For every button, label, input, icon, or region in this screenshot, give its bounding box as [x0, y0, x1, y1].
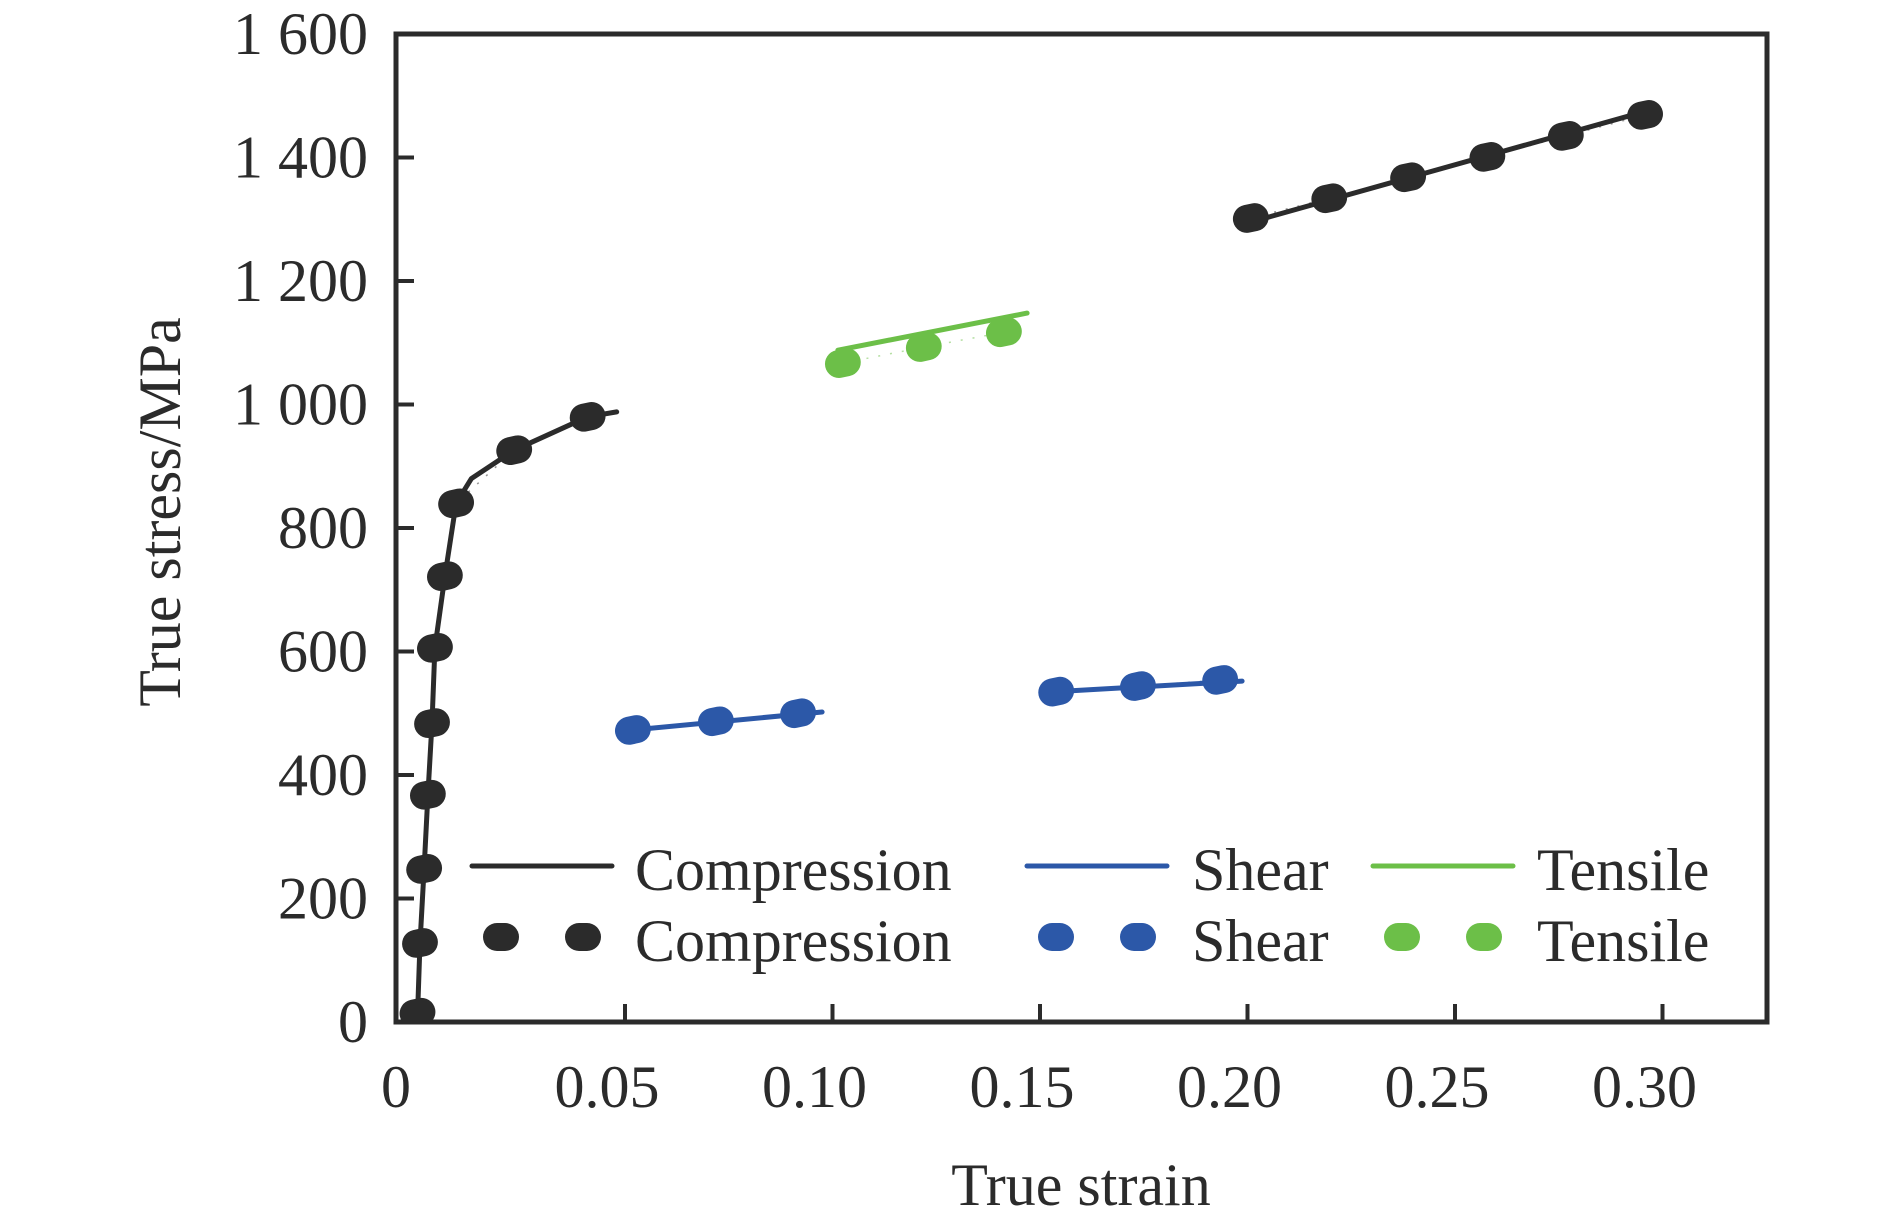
y-tick-label: 600: [278, 619, 368, 685]
legend-marker-swatch: [1466, 923, 1502, 951]
shear-data-point: [1120, 671, 1156, 701]
x-tick-label: 0.20: [1177, 1054, 1282, 1120]
x-tick-label: 0.10: [762, 1054, 867, 1120]
legend-marker-swatch: [483, 923, 519, 951]
legend-label: Compression: [635, 837, 952, 903]
y-axis-title: True stress/MPa: [127, 317, 193, 707]
compression-data-point: [1627, 100, 1663, 130]
tensile-data-point: [985, 317, 1022, 348]
legend-item-tensile-markers: Tensile: [1384, 908, 1709, 974]
compression-data-point: [1547, 121, 1584, 151]
legend-label: Tensile: [1537, 837, 1709, 903]
legend-label: Shear: [1192, 908, 1329, 974]
shear-data-point: [1038, 676, 1075, 707]
compression-data-point: [417, 632, 453, 663]
x-axis-ticks: 0 0.05 0.10 0.15 0.20 0.25 0.30: [381, 1004, 1697, 1120]
legend-marker-swatch: [1384, 923, 1420, 951]
series-layer: [399, 100, 1663, 1022]
y-tick-label: 1 200: [233, 248, 368, 314]
y-tick-label: 1 400: [233, 125, 368, 191]
compression-data-point: [402, 928, 438, 958]
compression-data-point: [426, 561, 463, 591]
legend-marker-swatch: [565, 923, 601, 951]
compression-data-point: [1232, 203, 1269, 233]
y-tick-label: 0: [338, 989, 368, 1055]
legend-item-shear-line: Shear: [1024, 837, 1329, 903]
legend-label: Shear: [1192, 837, 1329, 903]
x-tick-label: 0.15: [970, 1054, 1075, 1120]
y-tick-label: 1 600: [233, 1, 368, 67]
x-tick-label: 0.05: [555, 1054, 660, 1120]
legend: Compression Shear Tensile Compression Shear T…: [469, 837, 1709, 974]
compression-data-point: [1311, 183, 1348, 214]
y-tick-label: 400: [278, 742, 368, 808]
shear-data-point: [697, 706, 734, 737]
compression-data-point: [406, 854, 443, 884]
compression-data-point: [569, 402, 606, 432]
tensile-data-point: [824, 348, 861, 378]
legend-marker-swatch: [1038, 923, 1074, 951]
compression-data-point: [438, 488, 475, 519]
compression-data-point: [409, 779, 446, 810]
compression-fit-line: [1240, 108, 1649, 227]
legend-item-shear-markers: Shear: [1038, 908, 1329, 974]
tensile-data-point: [905, 332, 942, 362]
compression-data-point: [399, 997, 436, 1022]
shear-data-point: [614, 715, 651, 745]
compression-data-point: [496, 435, 533, 466]
y-tick-label: 200: [278, 866, 368, 932]
legend-label: Tensile: [1537, 908, 1709, 974]
legend-item-compression-markers: Compression: [483, 908, 952, 974]
compression-data-point: [1390, 162, 1427, 193]
legend-label: Compression: [635, 908, 952, 974]
x-axis-title: True strain: [951, 1152, 1210, 1218]
legend-item-compression-line: Compression: [469, 837, 952, 903]
x-tick-label: 0.30: [1592, 1054, 1697, 1120]
y-tick-label: 1 000: [233, 372, 368, 438]
legend-item-tensile-line: Tensile: [1370, 837, 1709, 903]
shear-data-point: [780, 698, 816, 729]
shear-data-point: [1202, 665, 1239, 695]
y-axis-ticks: 0 200 400 600 800 1 000 1 200 1 400 1 600: [233, 1, 414, 1055]
tensile-fit-line: [835, 310, 1030, 353]
compression-data-point: [414, 708, 450, 738]
compression-data-point: [1469, 142, 1506, 172]
legend-marker-swatch: [1120, 923, 1156, 951]
x-tick-label: 0: [381, 1054, 411, 1120]
x-tick-label: 0.25: [1385, 1054, 1490, 1120]
y-tick-label: 800: [278, 495, 368, 561]
